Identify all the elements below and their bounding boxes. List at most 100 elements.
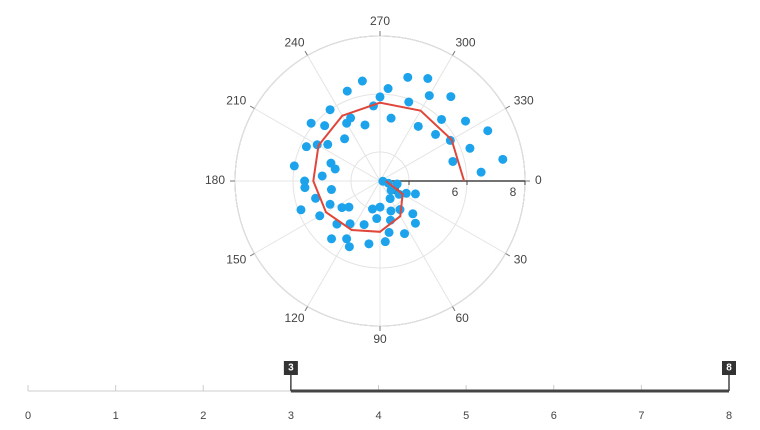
- scatter-point: [311, 193, 321, 203]
- theta-tick: [505, 105, 511, 109]
- theta-tick-label: 90: [373, 332, 387, 346]
- scatter-point: [345, 219, 355, 229]
- scatter-point: [364, 239, 374, 249]
- scatter-point: [342, 234, 352, 244]
- theta-tick: [249, 105, 255, 109]
- grid-spoke: [307, 55, 381, 182]
- scatter-point: [401, 188, 411, 198]
- scatter-point: [344, 202, 354, 212]
- scatter-point: [437, 114, 447, 124]
- theta-tick: [304, 50, 308, 56]
- scatter-point: [385, 194, 395, 204]
- scatter-point: [326, 185, 336, 195]
- slider-tick-label: 8: [726, 410, 732, 422]
- scatter-point: [296, 205, 306, 215]
- theta-tick-label: 0: [535, 173, 542, 187]
- scatter-point: [330, 164, 340, 174]
- scatter-point: [340, 134, 350, 144]
- spiral-line: [312, 101, 466, 233]
- slider-tick-label: 5: [463, 410, 469, 422]
- slider-handle[interactable]: 8: [722, 361, 736, 391]
- scatter-point: [403, 72, 413, 82]
- scatter-point: [344, 242, 354, 252]
- theta-tick-label: 300: [456, 35, 476, 49]
- handle-badge: [722, 361, 736, 375]
- scatter-point: [386, 206, 396, 216]
- slider-handle[interactable]: 3: [283, 361, 298, 391]
- slider-tick-label: 0: [25, 410, 31, 422]
- scatter-point: [323, 139, 333, 149]
- slider-tick-label: 6: [551, 410, 557, 422]
- scatter-point: [289, 161, 299, 171]
- theta-tick: [304, 306, 308, 312]
- scatter-point: [400, 229, 410, 239]
- scatter-point: [410, 218, 420, 228]
- theta-tick-label: 210: [226, 94, 246, 108]
- scatter-point: [408, 209, 418, 219]
- slider-tick-label: 2: [200, 410, 206, 422]
- scatter-point: [392, 179, 402, 189]
- theta-tick-label: 120: [284, 311, 304, 325]
- scatter-point: [301, 142, 311, 152]
- r-tick-label: 8: [510, 185, 517, 199]
- scatter-point: [465, 143, 475, 153]
- scatter-point: [483, 126, 493, 136]
- scatter-point: [312, 140, 322, 150]
- scatter-point: [375, 202, 385, 212]
- scatter-point: [337, 203, 347, 213]
- handle-label: 8: [726, 363, 732, 374]
- scatter-point: [357, 76, 367, 86]
- scatter-point: [306, 118, 316, 128]
- scatter-point: [446, 92, 456, 102]
- r-tick-label: 6: [452, 185, 459, 199]
- scatter-point: [424, 91, 434, 101]
- scatter-point: [342, 86, 352, 96]
- scatter-point: [320, 121, 330, 131]
- scatter-point: [375, 92, 385, 102]
- scatter-point: [461, 116, 471, 126]
- scatter-point: [367, 204, 377, 214]
- scatter-point: [317, 171, 327, 181]
- theta-tick-label: 330: [514, 94, 534, 108]
- scatter-point: [325, 105, 335, 115]
- scatter-series: [289, 72, 508, 252]
- slider-tick-label: 7: [638, 410, 644, 422]
- scatter-point: [383, 84, 393, 94]
- scatter-point: [342, 118, 352, 128]
- slider-tick-label: 4: [375, 410, 381, 422]
- scatter-point: [384, 227, 394, 237]
- theta-tick-label: 150: [226, 253, 246, 267]
- theta-tick-label: 270: [370, 14, 390, 28]
- scatter-point: [404, 97, 414, 107]
- scatter-point: [300, 183, 310, 193]
- scatter-point: [413, 121, 423, 131]
- scatter-point: [410, 189, 420, 199]
- scatter-point: [300, 176, 310, 186]
- grid-spoke: [379, 108, 506, 182]
- scatter-point: [423, 73, 433, 83]
- scatter-point: [476, 167, 486, 177]
- slider-tick-label: 3: [288, 410, 294, 422]
- handle-label: 3: [288, 363, 294, 374]
- scatter-point: [327, 234, 337, 244]
- theta-tick: [452, 50, 456, 56]
- scatter-point: [448, 156, 458, 166]
- theta-tick: [452, 306, 456, 312]
- scatter-point: [380, 237, 390, 247]
- scatter-point: [359, 220, 369, 230]
- scatter-point: [360, 120, 370, 130]
- theta-tick-label: 30: [514, 253, 528, 267]
- scatter-point: [325, 199, 335, 209]
- theta-tick-label: 180: [205, 173, 225, 187]
- scatter-point: [498, 154, 508, 164]
- grid-spoke: [307, 180, 381, 307]
- slider-tick-label: 1: [113, 410, 119, 422]
- grid-spoke: [379, 55, 453, 182]
- theta-tick-label: 240: [284, 35, 304, 49]
- theta-tick: [249, 253, 255, 257]
- scatter-point: [386, 113, 396, 123]
- scatter-point: [431, 129, 441, 139]
- handle-badge: [283, 361, 298, 375]
- theta-tick: [505, 253, 511, 257]
